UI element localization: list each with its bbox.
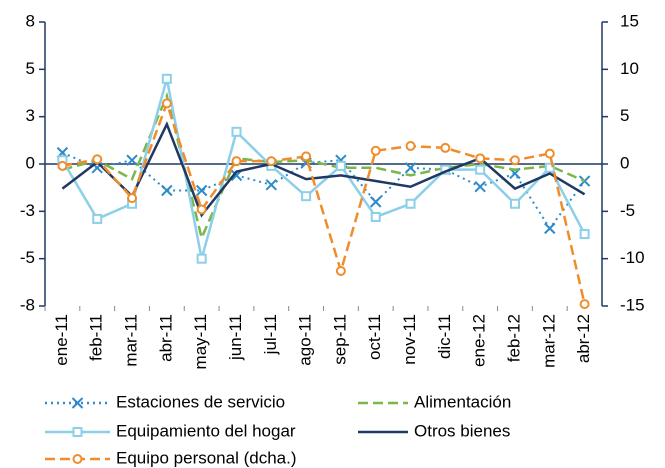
marker xyxy=(544,162,555,173)
series-line xyxy=(62,99,586,305)
legend-marker xyxy=(72,427,83,437)
x-tick-label: jun-11 xyxy=(226,314,245,361)
y-tick-label: 5 xyxy=(26,59,35,78)
x-tick-label: abr-12 xyxy=(574,314,593,363)
y-tick-label: -5 xyxy=(20,248,35,267)
marker xyxy=(405,198,416,209)
y2-tick-label: 0 xyxy=(620,153,629,172)
x-tick-label: nov-11 xyxy=(400,314,419,365)
legend-label: Otros bienes xyxy=(414,421,510,440)
marker xyxy=(195,184,208,197)
marker xyxy=(301,191,312,202)
marker xyxy=(370,212,381,223)
x-tick-label: mar-12 xyxy=(539,314,558,368)
x-tick-label: abr-11 xyxy=(156,314,175,362)
marker xyxy=(544,148,555,159)
marker xyxy=(196,253,207,264)
marker xyxy=(474,181,486,193)
series-line xyxy=(61,121,586,218)
y-tick-label: -8 xyxy=(20,295,35,314)
x-tick-label: ago-11 xyxy=(296,314,315,366)
marker xyxy=(161,73,172,84)
y2-tick-label: 15 xyxy=(620,11,639,30)
marker xyxy=(475,164,486,175)
legend-label: Alimentación xyxy=(414,392,511,411)
marker xyxy=(405,141,416,152)
marker xyxy=(231,126,242,137)
x-tick-label: dic-11 xyxy=(435,314,454,359)
marker xyxy=(231,156,242,167)
marker xyxy=(57,160,68,171)
series-line xyxy=(61,78,586,259)
y2-tick-label: 5 xyxy=(620,106,629,125)
marker xyxy=(335,265,346,276)
y-tick-label: 8 xyxy=(26,11,35,30)
marker xyxy=(370,145,381,156)
y2-tick-label: -15 xyxy=(620,295,645,314)
marker xyxy=(92,154,103,165)
marker xyxy=(544,222,556,235)
marker xyxy=(370,196,382,208)
marker xyxy=(196,204,207,215)
y2-tick-label: -10 xyxy=(620,248,645,267)
y-tick-label: 0 xyxy=(26,153,35,172)
marker xyxy=(265,179,277,191)
legend-marker xyxy=(72,454,83,464)
marker xyxy=(509,155,520,166)
x-tick-label: may-11 xyxy=(191,314,210,369)
marker xyxy=(509,198,520,209)
legend-label: Equipamiento del hogar xyxy=(116,421,296,440)
x-tick-label: ene-11 xyxy=(52,314,71,366)
x-tick-label: feb-12 xyxy=(504,314,523,362)
x-tick-label: mar-11 xyxy=(122,314,141,367)
legend-label: Equipo personal (dcha.) xyxy=(116,448,297,467)
marker xyxy=(92,213,103,224)
marker xyxy=(475,153,486,164)
x-tick-label: sep-11 xyxy=(330,314,349,365)
marker xyxy=(579,299,590,310)
marker xyxy=(161,98,172,109)
marker xyxy=(404,162,417,174)
x-tick-label: feb-11 xyxy=(87,314,106,361)
marker xyxy=(301,151,312,162)
marker xyxy=(127,193,138,204)
y2-tick-label: -5 xyxy=(620,201,635,220)
marker xyxy=(126,154,138,166)
x-tick-label: jul-11 xyxy=(261,314,280,355)
x-tick-label: ene-12 xyxy=(470,314,489,367)
y2-tick-label: 10 xyxy=(620,59,639,78)
legend-marker xyxy=(71,397,84,409)
marker xyxy=(578,175,591,187)
marker xyxy=(579,229,590,240)
y-tick-label: -3 xyxy=(20,201,35,220)
marker xyxy=(335,160,346,171)
legend-label: Estaciones de servicio xyxy=(116,392,285,411)
marker xyxy=(266,156,277,167)
y-tick-label: 3 xyxy=(26,106,35,125)
x-tick-label: oct-11 xyxy=(365,314,384,360)
marker xyxy=(161,184,173,197)
marker xyxy=(440,142,451,153)
series-line xyxy=(62,151,586,231)
